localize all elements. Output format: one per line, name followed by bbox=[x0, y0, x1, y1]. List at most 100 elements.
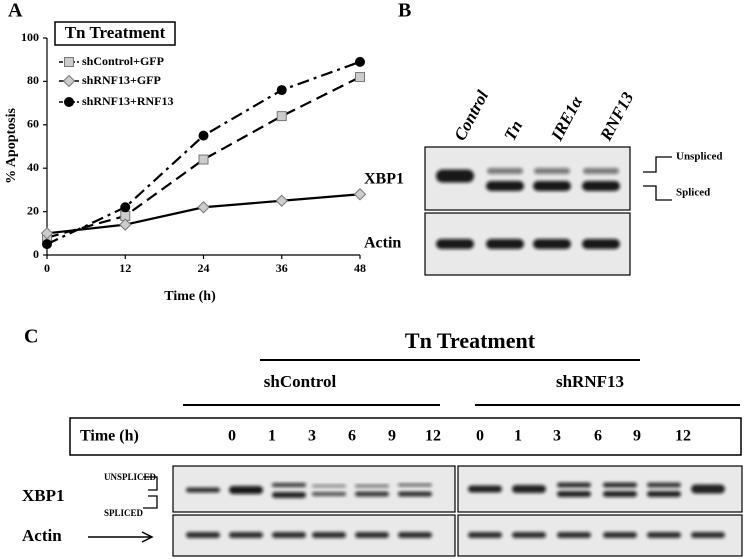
gel-band bbox=[312, 532, 346, 538]
gel-band bbox=[272, 492, 306, 498]
gel-band bbox=[312, 484, 346, 488]
gel-band bbox=[398, 483, 432, 487]
marker bbox=[275, 194, 288, 207]
y-tick-label: 100 bbox=[21, 30, 39, 44]
bracket bbox=[143, 476, 158, 509]
time-label: 1 bbox=[514, 428, 522, 445]
marker bbox=[197, 201, 210, 214]
gel-band bbox=[691, 532, 725, 538]
y-axis-label: % Apoptosis bbox=[4, 108, 19, 184]
gel-band bbox=[398, 532, 432, 538]
gel-band bbox=[557, 491, 591, 497]
time-box bbox=[69, 417, 742, 456]
row-label: Actin bbox=[364, 235, 401, 252]
band-label: SPLICED bbox=[104, 508, 144, 518]
band-label: Unspliced bbox=[676, 151, 722, 163]
gel-band bbox=[229, 486, 263, 494]
arrow bbox=[88, 531, 154, 543]
legend-marker bbox=[62, 74, 76, 88]
x-axis-label: Time (h) bbox=[164, 289, 216, 304]
gel-band bbox=[603, 491, 637, 497]
marker bbox=[119, 218, 132, 231]
marker bbox=[120, 202, 131, 213]
gel-band bbox=[355, 491, 389, 497]
time-label: 12 bbox=[425, 428, 441, 445]
lane-label: IRE1α bbox=[547, 93, 587, 145]
y-tick-label: 80 bbox=[27, 73, 39, 87]
gel bbox=[172, 465, 456, 513]
legend-label: shControl+GFP bbox=[82, 54, 164, 68]
gel-band bbox=[355, 484, 389, 488]
gel-band bbox=[512, 532, 546, 538]
time-label: 3 bbox=[308, 428, 316, 445]
gel-band bbox=[436, 239, 474, 249]
band-label: UNSPLICED bbox=[104, 472, 157, 482]
gel-band bbox=[533, 239, 571, 249]
panel-label: A bbox=[8, 0, 23, 22]
legend-label: shRNF13+RNF13 bbox=[82, 94, 174, 108]
gel-band bbox=[647, 491, 681, 497]
chart-title: Tn Treatment bbox=[65, 23, 166, 42]
gel-band bbox=[355, 532, 389, 538]
x-tick-label: 24 bbox=[198, 261, 210, 275]
time-label: 12 bbox=[675, 428, 691, 445]
row-label: Actin bbox=[22, 526, 62, 545]
gel-band bbox=[468, 532, 502, 538]
marker bbox=[355, 72, 365, 83]
marker bbox=[276, 111, 287, 122]
series-line bbox=[46, 60, 361, 246]
gel-band bbox=[487, 168, 523, 174]
gel-band bbox=[468, 485, 502, 493]
marker bbox=[40, 227, 54, 240]
series-line bbox=[46, 76, 361, 239]
row-label: XBP1 bbox=[22, 486, 65, 505]
gel-band bbox=[436, 169, 474, 183]
gel-band bbox=[186, 487, 220, 493]
gel-band bbox=[603, 482, 637, 488]
gel-band bbox=[533, 181, 571, 191]
time-label: 6 bbox=[594, 428, 602, 445]
gel-band bbox=[582, 239, 620, 249]
legend-marker bbox=[64, 97, 74, 107]
lane-label: Control bbox=[450, 87, 492, 144]
marker bbox=[42, 239, 52, 250]
plot: 0 20 40 60 80 100 0 12 24 36 48 shControl+GFP shRNF1… bbox=[21, 30, 367, 275]
gel-band bbox=[272, 483, 306, 487]
time-label: 3 bbox=[553, 428, 561, 445]
marker bbox=[355, 56, 365, 67]
group-label: shControl bbox=[264, 372, 337, 391]
gel-band bbox=[647, 532, 681, 538]
group-label: shRNF13 bbox=[556, 372, 624, 391]
row-label: XBP1 bbox=[364, 171, 404, 188]
x-tick-label: 48 bbox=[354, 261, 366, 275]
marker bbox=[198, 130, 209, 141]
time-label: 0 bbox=[228, 428, 236, 445]
gel-band bbox=[557, 532, 591, 538]
time-label: 6 bbox=[348, 428, 356, 445]
x-tick-label: 12 bbox=[119, 261, 131, 275]
marker bbox=[198, 154, 209, 165]
gel-band bbox=[486, 239, 524, 249]
time-label: 0 bbox=[476, 428, 484, 445]
legend-marker bbox=[64, 57, 74, 67]
title-box bbox=[54, 21, 176, 46]
panel-label: B bbox=[398, 0, 411, 22]
x-tick-label: 0 bbox=[44, 261, 50, 275]
treatment-title: Tn Treatment bbox=[405, 328, 536, 353]
legend-label: shRNF13+GFP bbox=[82, 73, 161, 87]
gel-band bbox=[582, 181, 620, 191]
gel-band bbox=[512, 485, 546, 493]
gel-panel-c: 0 1 3 6 9 12 0 1 3 6 9 12 bbox=[88, 428, 743, 557]
gel-band bbox=[534, 168, 570, 174]
gel-band bbox=[647, 482, 681, 488]
marker bbox=[353, 188, 367, 201]
y-tick-label: 20 bbox=[27, 203, 39, 217]
gel-band bbox=[583, 168, 619, 174]
lane-label: Tn bbox=[500, 117, 526, 143]
gel-band bbox=[186, 532, 220, 538]
time-label: 9 bbox=[633, 428, 641, 445]
gel-band bbox=[557, 482, 591, 488]
panel-label: C bbox=[24, 326, 38, 348]
time-label: 1 bbox=[268, 428, 276, 445]
